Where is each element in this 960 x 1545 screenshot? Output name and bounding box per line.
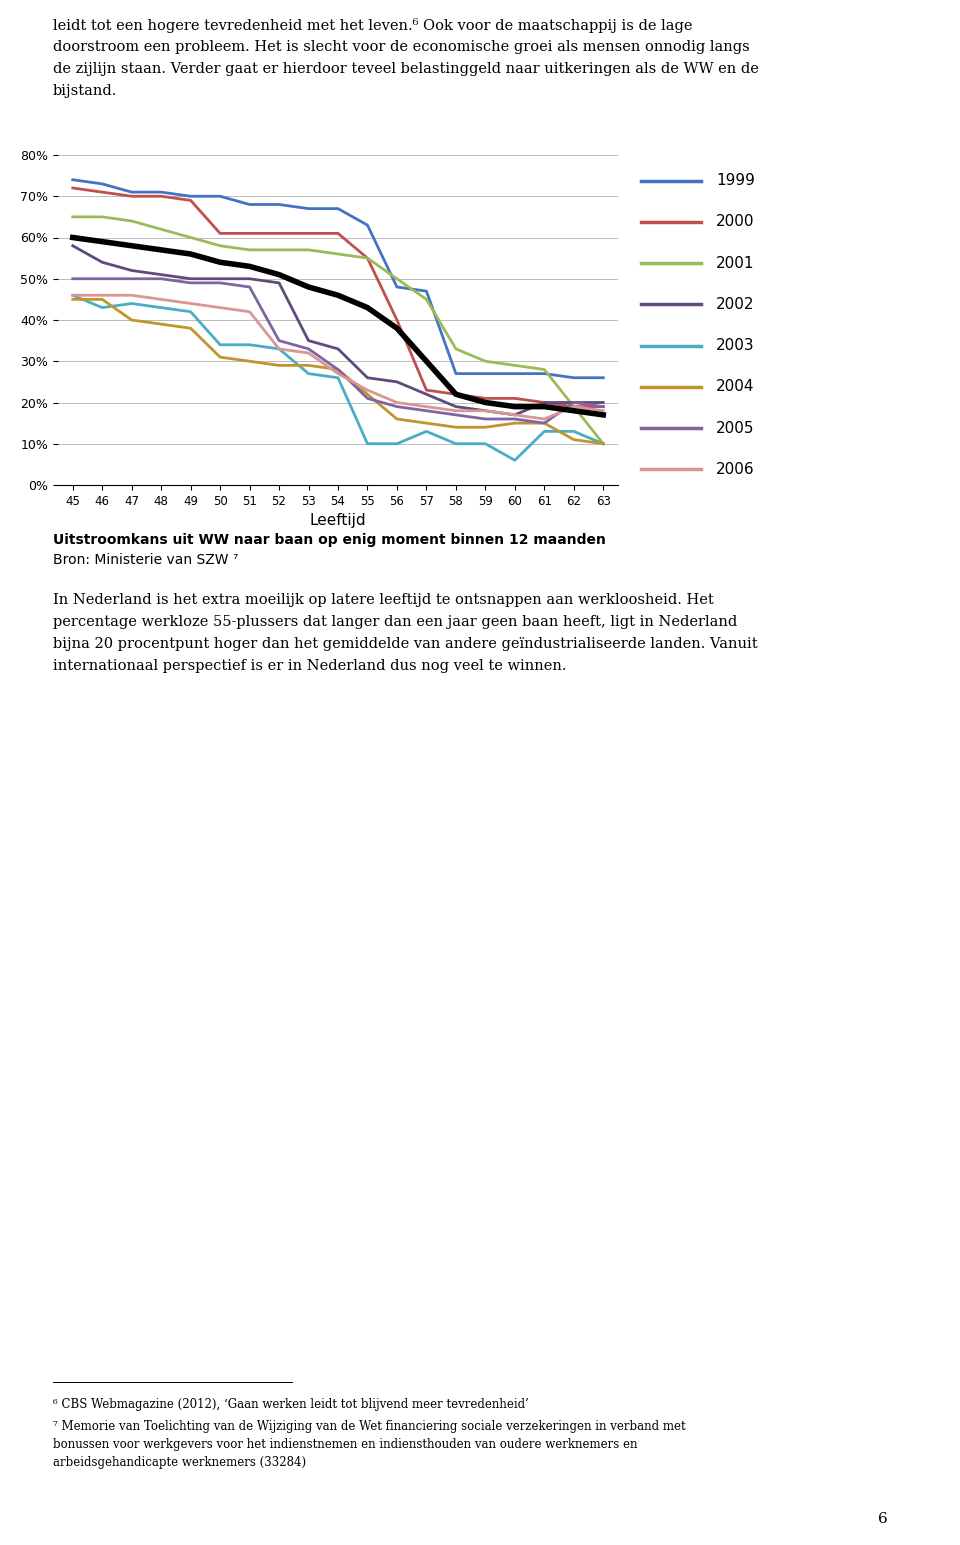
X-axis label: Leeftijd: Leeftijd bbox=[310, 513, 367, 528]
Text: ⁶ CBS Webmagazine (2012), ‘Gaan werken leidt tot blijvend meer tevredenheid’: ⁶ CBS Webmagazine (2012), ‘Gaan werken l… bbox=[53, 1398, 529, 1411]
Text: 2000: 2000 bbox=[716, 215, 755, 229]
Text: 2004: 2004 bbox=[716, 380, 755, 394]
Text: percentage werkloze 55-plussers dat langer dan een jaar geen baan heeft, ligt in: percentage werkloze 55-plussers dat lang… bbox=[53, 615, 737, 629]
Text: 2006: 2006 bbox=[716, 462, 755, 477]
Text: Bron: Ministerie van SZW ⁷: Bron: Ministerie van SZW ⁷ bbox=[53, 553, 238, 567]
Text: In Nederland is het extra moeilijk op latere leeftijd te ontsnappen aan werkloos: In Nederland is het extra moeilijk op la… bbox=[53, 593, 713, 607]
Text: internationaal perspectief is er in Nederland dus nog veel te winnen.: internationaal perspectief is er in Nede… bbox=[53, 660, 566, 674]
Text: 6: 6 bbox=[878, 1513, 888, 1526]
Text: Uitstroomkans uit WW naar baan op enig moment binnen 12 maanden: Uitstroomkans uit WW naar baan op enig m… bbox=[53, 533, 606, 547]
Text: bonussen voor werkgevers voor het indienstnemen en indiensthouden van oudere wer: bonussen voor werkgevers voor het indien… bbox=[53, 1438, 637, 1451]
Text: 2002: 2002 bbox=[716, 297, 755, 312]
Text: leidt tot een hogere tevredenheid met het leven.⁶ Ook voor de maatschappij is de: leidt tot een hogere tevredenheid met he… bbox=[53, 19, 692, 32]
Text: 2003: 2003 bbox=[716, 338, 755, 354]
Text: arbeidsgehandicapte werknemers (33284): arbeidsgehandicapte werknemers (33284) bbox=[53, 1455, 306, 1469]
Text: 2005: 2005 bbox=[716, 420, 755, 436]
Text: bijstand.: bijstand. bbox=[53, 83, 117, 97]
Text: 2001: 2001 bbox=[716, 255, 755, 270]
Text: bijna 20 procentpunt hoger dan het gemiddelde van andere geïndustrialiseerde lan: bijna 20 procentpunt hoger dan het gemid… bbox=[53, 637, 757, 650]
Text: doorstroom een probleem. Het is slecht voor de economische groei als mensen onno: doorstroom een probleem. Het is slecht v… bbox=[53, 40, 750, 54]
Text: de zijlijn staan. Verder gaat er hierdoor teveel belastinggeld naar uitkeringen : de zijlijn staan. Verder gaat er hierdoo… bbox=[53, 62, 758, 76]
Text: ⁷ Memorie van Toelichting van de Wijziging van de Wet financiering sociale verze: ⁷ Memorie van Toelichting van de Wijzigi… bbox=[53, 1420, 685, 1434]
Text: 1999: 1999 bbox=[716, 173, 755, 188]
